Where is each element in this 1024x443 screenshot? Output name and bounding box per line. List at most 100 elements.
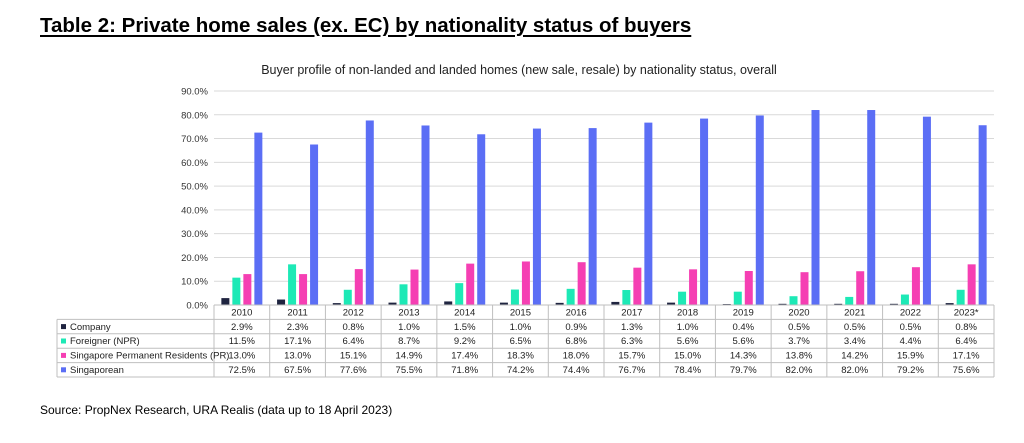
bar	[945, 303, 954, 305]
bar	[678, 291, 687, 305]
bar	[243, 274, 252, 305]
x-tick-label: 2015	[510, 307, 531, 318]
bar	[254, 132, 263, 305]
y-tick-label: 80.0%	[181, 110, 208, 121]
data-label: 6.8%	[565, 336, 587, 347]
bar	[365, 120, 374, 306]
bar	[343, 289, 352, 305]
legend-swatch	[61, 367, 66, 373]
data-label: 18.0%	[563, 351, 590, 362]
y-tick-label: 20.0%	[181, 253, 208, 264]
bar	[789, 296, 798, 305]
legend-entry: Company	[70, 322, 111, 333]
bar	[834, 303, 843, 305]
data-label: 0.5%	[788, 322, 810, 333]
data-label: 13.0%	[228, 351, 255, 362]
bar	[477, 134, 486, 305]
y-axis-ticks: 0.0% 10.0% 20.0% 30.0% 40.0% 50.0% 60.0% 70.0% 8…	[181, 87, 208, 312]
data-label: 9.2%	[454, 336, 476, 347]
bar	[354, 269, 363, 305]
bar	[577, 262, 586, 305]
data-label: 6.4%	[955, 336, 977, 347]
bar	[288, 264, 297, 305]
x-tick-label: 2014	[454, 307, 475, 318]
data-label: 14.2%	[841, 351, 868, 362]
data-label: 0.9%	[565, 322, 587, 333]
bar	[922, 116, 931, 306]
data-label: 6.3%	[621, 336, 643, 347]
bar	[689, 269, 698, 305]
bar	[845, 296, 854, 305]
data-label: 0.5%	[900, 322, 922, 333]
gridlines	[214, 90, 994, 306]
data-label: 15.0%	[674, 351, 701, 362]
y-tick-label: 90.0%	[181, 87, 208, 98]
bar	[399, 284, 408, 305]
bar	[566, 288, 575, 305]
bar	[277, 299, 286, 305]
data-label: 76.7%	[618, 365, 645, 376]
bar	[232, 277, 241, 305]
data-label: 1.0%	[510, 322, 532, 333]
data-label: 72.5%	[228, 365, 255, 376]
data-label: 79.2%	[897, 365, 924, 376]
data-label: 15.9%	[897, 351, 924, 362]
x-tick-label: 2019	[733, 307, 754, 318]
data-table: 2010 2011 2012 2013 2014 2015 2016 2017 2018 2019…	[56, 304, 995, 378]
bar	[744, 270, 753, 305]
x-tick-label: 2018	[677, 307, 698, 318]
data-label: 1.3%	[621, 322, 643, 333]
page-title: Table 2: Private home sales (ex. EC) by …	[40, 14, 692, 37]
bar	[800, 272, 809, 305]
bar	[532, 128, 541, 305]
x-tick-label: 2013	[398, 307, 419, 318]
legend-entry: Singaporean	[70, 365, 124, 376]
legend-entry: Foreigner (NPR)	[70, 336, 140, 347]
data-label: 71.8%	[451, 365, 478, 376]
data-label: 79.7%	[730, 365, 757, 376]
x-tick-label: 2016	[566, 307, 587, 318]
bar	[299, 274, 308, 305]
data-label: 4.4%	[900, 336, 922, 347]
bar	[700, 118, 709, 306]
data-label: 74.2%	[507, 365, 534, 376]
data-label: 0.8%	[955, 322, 977, 333]
bar	[733, 291, 742, 305]
data-label: 3.7%	[788, 336, 810, 347]
data-label: 3.4%	[844, 336, 866, 347]
bar	[811, 110, 820, 306]
bar	[421, 125, 430, 305]
chart-title: Buyer profile of non-landed and landed h…	[261, 63, 777, 77]
x-tick-label: 2012	[343, 307, 364, 318]
data-label: 0.5%	[844, 322, 866, 333]
data-label: 8.7%	[398, 336, 420, 347]
x-tick-label: 2017	[621, 307, 642, 318]
legend-swatch	[61, 338, 66, 344]
y-tick-label: 50.0%	[181, 182, 208, 193]
data-label: 14.9%	[396, 351, 423, 362]
data-label: 14.3%	[730, 351, 757, 362]
x-tick-label: 2022	[900, 307, 921, 318]
bars	[221, 110, 987, 306]
data-label: 11.5%	[229, 336, 256, 347]
bar	[967, 264, 976, 305]
data-label: 17.4%	[451, 351, 478, 362]
bar	[588, 128, 597, 305]
data-label: 67.5%	[284, 365, 311, 376]
data-label: 6.4%	[342, 336, 364, 347]
bar	[332, 303, 341, 305]
data-label: 82.0%	[841, 365, 868, 376]
source-note: Source: PropNex Research, URA Realis (da…	[40, 403, 393, 417]
data-label: 18.3%	[507, 351, 534, 362]
legend-swatch	[61, 352, 66, 358]
bar	[466, 263, 475, 305]
data-label: 2.9%	[231, 322, 253, 333]
y-tick-label: 10.0%	[181, 277, 208, 288]
data-label: 5.6%	[732, 336, 754, 347]
data-label: 75.5%	[396, 365, 423, 376]
bar	[956, 289, 965, 305]
bar	[633, 267, 642, 305]
bar	[667, 302, 676, 305]
bar	[856, 271, 865, 305]
